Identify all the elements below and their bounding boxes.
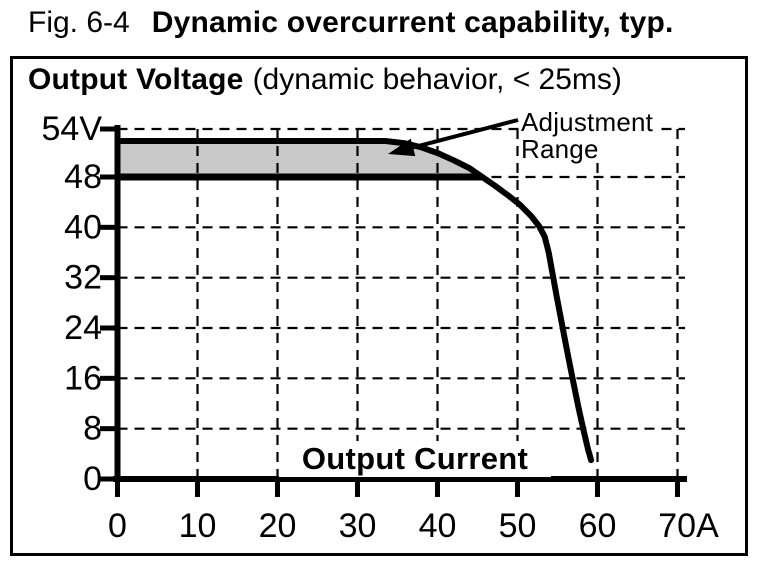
- overcurrent-capability-curve: [114, 138, 595, 464]
- y-tick-label: 40: [64, 208, 102, 246]
- y-tick-label: 48: [64, 158, 102, 196]
- figure-number: Fig. 6-4: [28, 6, 130, 39]
- y-tick-label: 54V: [42, 110, 103, 148]
- chart-title-bold: Output Voltage: [28, 63, 244, 96]
- y-tick-label: 24: [64, 309, 102, 347]
- adjustment-range-annotation: Adjustment Range: [519, 107, 656, 164]
- x-tick-label: 20: [259, 507, 297, 545]
- figure-caption: Fig. 6-4 Dynamic overcurrent capability, …: [28, 6, 674, 40]
- x-axis-label: Output Current: [279, 441, 551, 477]
- x-tick-label: 70A: [658, 507, 719, 545]
- x-tick-label: 10: [179, 507, 217, 545]
- x-tick-label: 60: [579, 507, 617, 545]
- y-tick-label: 16: [64, 359, 102, 397]
- annotation-line-2: Range: [519, 134, 601, 164]
- chart-title-subtitle: (dynamic behavior, < 25ms): [252, 63, 622, 96]
- plot-svg: 0 10 20 30 40 50 60 70A 54V 48 40 32 24 16 8 0: [42, 110, 720, 545]
- y-tick-label: 8: [83, 410, 102, 448]
- x-tick-label: 40: [419, 507, 457, 545]
- x-tick-label: 0: [108, 507, 127, 545]
- adjustment-range-arrowhead-icon: [388, 138, 416, 157]
- figure-title-text: Dynamic overcurrent capability, typ.: [151, 6, 674, 39]
- annotation-line-1: Adjustment: [519, 107, 656, 137]
- y-tick-label: 32: [64, 259, 102, 297]
- chart-title: Output Voltage (dynamic behavior, < 25ms): [28, 63, 622, 97]
- x-tick-label: 30: [339, 507, 377, 545]
- chart-frame: Output Voltage (dynamic behavior, < 25ms)…: [10, 56, 748, 556]
- x-tick-label: 50: [499, 507, 537, 545]
- adjustment-range-arrow-line: [412, 118, 519, 150]
- y-tick-label: 0: [83, 460, 102, 498]
- adjustment-range-band: [117, 141, 483, 177]
